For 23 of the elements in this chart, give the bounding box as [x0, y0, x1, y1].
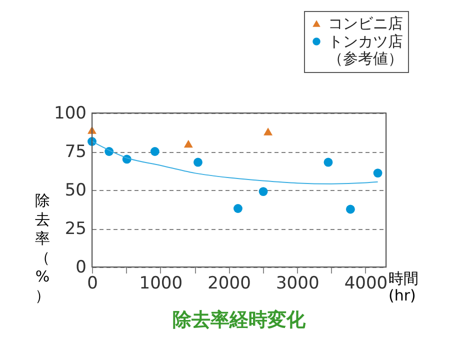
y-tick-label: 25 — [64, 219, 86, 239]
point — [194, 158, 202, 167]
y-tick-label: 75 — [64, 142, 86, 162]
y-tick-label: 50 — [64, 180, 86, 200]
y-tick-label: 100 — [54, 104, 86, 124]
point — [324, 158, 333, 167]
x-tick-label: 3000 — [276, 274, 320, 294]
x-tick-label: 4000 — [344, 274, 388, 294]
point — [258, 187, 268, 196]
point — [184, 140, 193, 148]
point — [234, 204, 242, 213]
point — [264, 128, 273, 136]
x-tick-label: 1000 — [139, 274, 183, 294]
text: 除去率経時変化 — [172, 309, 306, 331]
x-axis-title: 時間 (hr) — [388, 270, 418, 304]
y-axis-title: 除去率（%） — [35, 192, 50, 304]
point — [150, 147, 160, 156]
x-tick-label: 2000 — [208, 274, 251, 294]
legend-label: トンカツ店（参考値） — [328, 32, 403, 68]
legend-label: コンビニ店 — [328, 14, 403, 32]
point — [346, 204, 355, 214]
point — [373, 168, 382, 178]
y-tick-label: 0 — [76, 258, 86, 278]
